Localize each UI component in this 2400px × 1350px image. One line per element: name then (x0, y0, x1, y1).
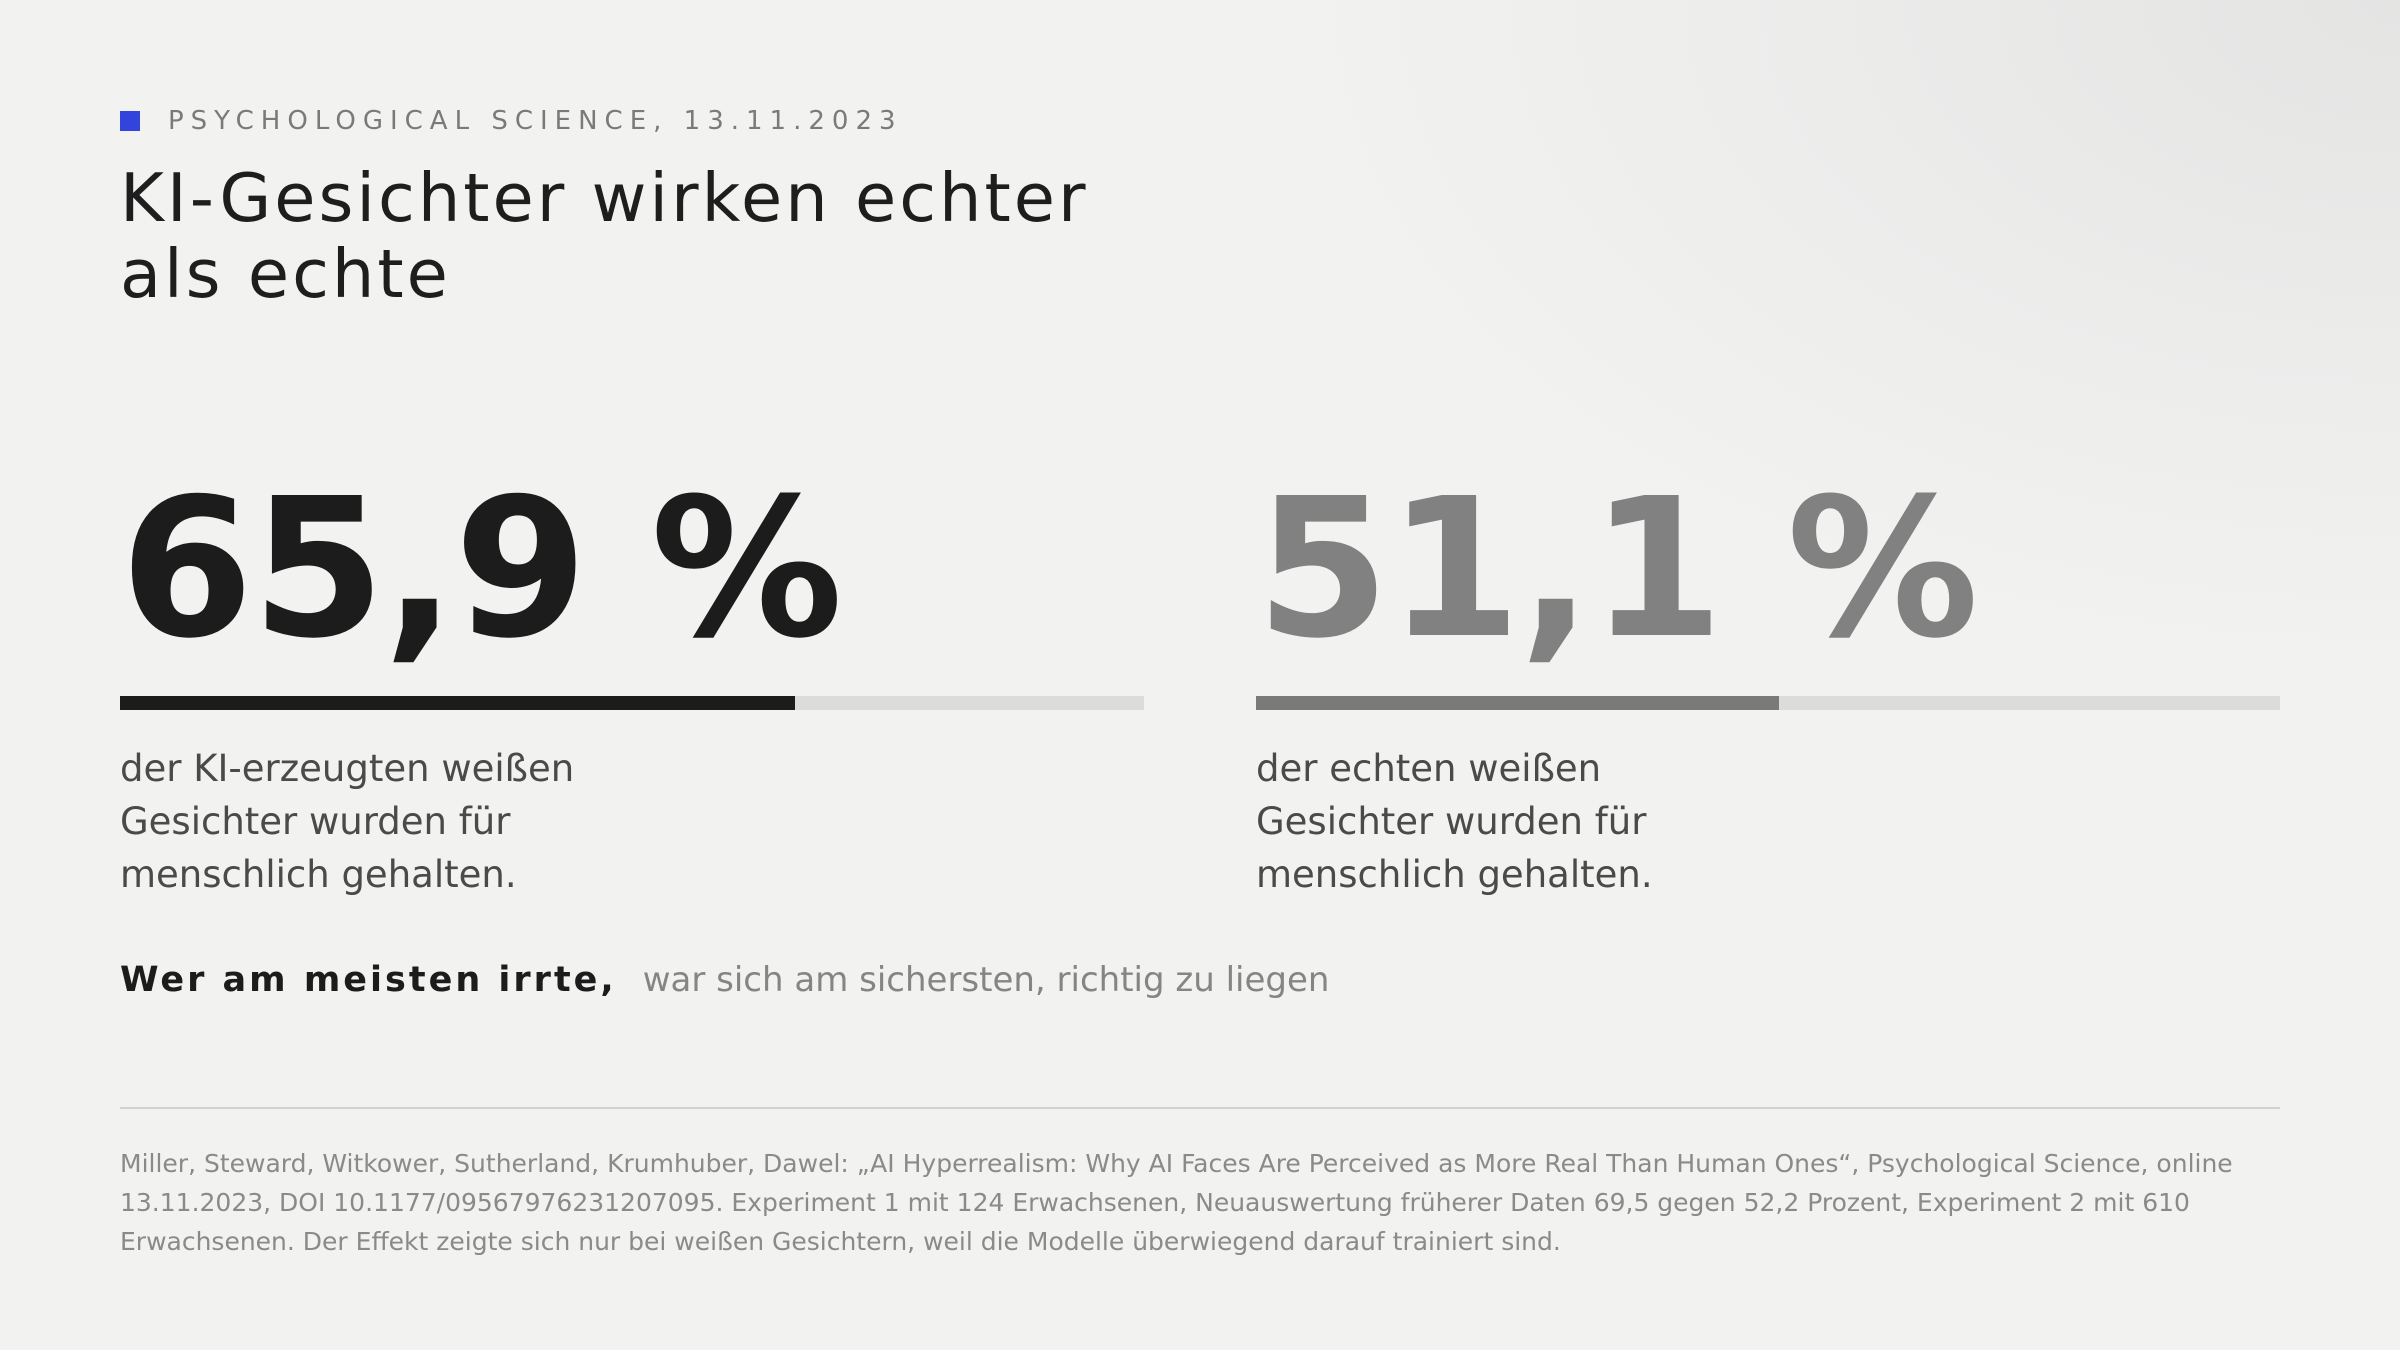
stat-description-ai: der KI-erzeugten weißen Gesichter wurden… (120, 747, 575, 896)
tagline: Wer am meisten irrte, war sich am sicher… (120, 960, 1329, 1000)
stat-value-real: 51,1 % (1256, 458, 1979, 681)
stat-real-faces: 51,1 % der echten weißen Gesichter wurde… (1256, 458, 2280, 896)
bar-track-real (1256, 696, 2280, 710)
bar-fill-ai (120, 696, 795, 710)
source-footnote: Miller, Steward, Witkower, Sutherland, K… (120, 1149, 2233, 1256)
divider (120, 1107, 2280, 1109)
bar-track-ai (120, 696, 1144, 710)
page-title: KI-Gesichter wirken echter als echte (120, 160, 1320, 312)
title-line-2: als echte (120, 235, 451, 313)
tagline-rest: war sich am sichersten, richtig zu liege… (642, 960, 1330, 1000)
stat-ai-faces: 65,9 % der KI-erzeugten weißen Gesichter… (120, 458, 1144, 896)
stat-value-ai: 65,9 % (120, 458, 843, 681)
kicker-text: PSYCHOLOGICAL SCIENCE, 13.11.2023 (168, 106, 903, 136)
title-line-1: KI-Gesichter wirken echter (120, 159, 1089, 237)
bar-fill-real (1256, 696, 1779, 710)
stat-description-real: der echten weißen Gesichter wurden für m… (1256, 747, 1653, 896)
kicker: PSYCHOLOGICAL SCIENCE, 13.11.2023 (120, 106, 903, 136)
accent-square-icon (120, 111, 140, 131)
tagline-strong: Wer am meisten irrte, (120, 960, 617, 1000)
